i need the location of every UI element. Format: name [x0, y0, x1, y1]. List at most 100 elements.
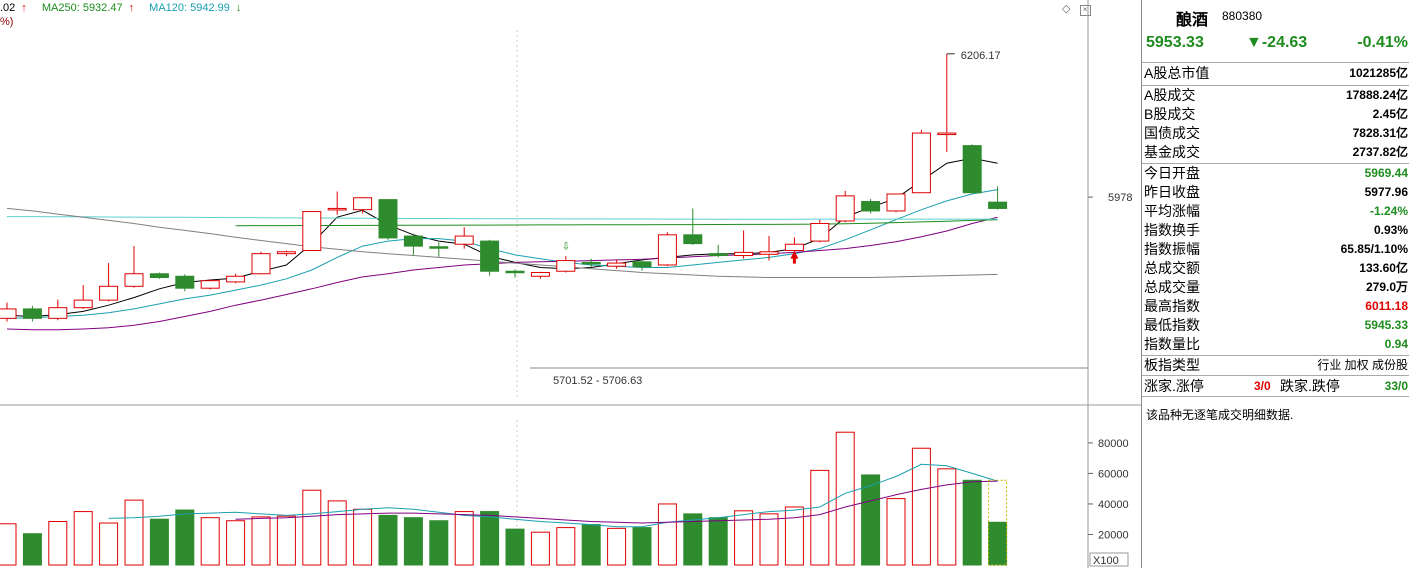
signal-marker-icon: ⇩ — [562, 241, 570, 252]
candle — [327, 207, 347, 211]
volume-bar — [73, 511, 93, 566]
candle — [657, 234, 677, 266]
down-label: 跌家.跌停 — [1280, 378, 1340, 394]
candle — [175, 275, 195, 289]
volume-bar — [454, 511, 474, 566]
volume-unit-box — [1089, 552, 1129, 567]
row-stat-2-value: -1.24% — [1369, 204, 1408, 218]
row-market-cap: A股总市值 1021285亿 — [1144, 64, 1408, 83]
candle — [73, 299, 93, 309]
volume-tick-label: 40000 — [1098, 499, 1129, 511]
candle — [835, 195, 855, 222]
volume-bar — [581, 524, 601, 566]
ma-legend: .02 ↑ MA250: 5932.47 ↑ MA120: 5942.99 ↓ — [0, 2, 253, 14]
diamond-icon[interactable]: ◇ — [1062, 3, 1071, 15]
volume-bar — [759, 513, 779, 566]
volume-bar — [937, 468, 957, 566]
row-stat-8-value: 5945.33 — [1364, 318, 1408, 332]
row-stat-0-label: 今日开盘 — [1144, 165, 1200, 181]
candle — [378, 199, 398, 239]
board-type-label: 板指类型 — [1144, 357, 1200, 373]
volume-bar — [708, 517, 728, 566]
panel-separator — [1142, 355, 1409, 356]
candle — [149, 273, 169, 279]
volume-bar — [632, 527, 652, 566]
candle — [632, 261, 652, 268]
row-turnover-2: 国债成交 7828.31亿 — [1144, 124, 1408, 143]
ma-line-ma120 — [7, 216, 998, 220]
candle — [937, 132, 957, 136]
candle — [734, 251, 754, 257]
volume-bar — [480, 511, 500, 566]
candle — [861, 201, 881, 212]
row-turnover-0-value: 17888.24亿 — [1345, 88, 1408, 102]
row-turnover-2-label: 国债成交 — [1144, 125, 1200, 141]
row-stat-5-label: 总成交额 — [1144, 260, 1200, 276]
volume-ma-line-0 — [108, 463, 998, 528]
volume-bar — [276, 515, 296, 566]
board-type-value[interactable]: 行业 加权 成份股 — [1317, 358, 1408, 372]
candle — [480, 240, 500, 272]
row-turnover-2-value: 7828.31亿 — [1352, 126, 1408, 140]
current-volume-outline — [988, 479, 1008, 566]
row-stat-8: 最低指数 5945.33 — [1144, 316, 1408, 335]
ma120-legend: MA120: 5942.99 ↓ — [149, 2, 242, 14]
panel-separator — [1142, 375, 1409, 376]
volume-bar — [886, 498, 906, 566]
volume-bar — [861, 474, 881, 566]
row-stat-1: 昨日收盘 5977.96 — [1144, 183, 1408, 202]
candle — [708, 253, 728, 257]
candle — [886, 193, 906, 212]
volume-bar — [149, 518, 169, 566]
down-value: 33/0 — [1384, 379, 1408, 393]
row-stat-5: 总成交额 133.60亿 — [1144, 259, 1408, 278]
candle — [48, 307, 68, 319]
candle — [683, 234, 703, 245]
candle — [353, 197, 373, 211]
panel-separator — [1142, 396, 1409, 397]
volume-bar — [810, 469, 830, 566]
volume-bar — [175, 509, 195, 566]
row-stat-7-label: 最高指数 — [1144, 298, 1200, 314]
row-turnover-0-label: A股成交 — [1144, 87, 1196, 103]
volume-tick-label: 60000 — [1098, 468, 1129, 480]
buy-signal-arrow-icon — [790, 250, 799, 264]
candle — [200, 280, 220, 289]
row-stat-4: 指数振幅 65.85/1.10% — [1144, 240, 1408, 259]
volume-bar — [657, 503, 677, 566]
row-turnover-3-value: 2737.82亿 — [1352, 145, 1408, 159]
candle — [556, 260, 576, 272]
row-stat-3: 指数换手 0.93% — [1144, 221, 1408, 240]
row-stat-9-label: 指数量比 — [1144, 336, 1200, 352]
volume-bar — [22, 533, 42, 566]
candle — [530, 271, 550, 277]
ma-line-mid — [6, 189, 998, 319]
candle — [22, 308, 42, 319]
close-icon[interactable]: × — [1079, 5, 1091, 16]
candle — [505, 270, 525, 274]
volume-bar — [99, 522, 119, 566]
kline-chart-area[interactable]: 5978 6206.17 5701.52 - 5706.63 ⇩ 20000 40000 6… — [0, 0, 1141, 568]
row-stat-3-label: 指数换手 — [1144, 222, 1200, 238]
high-annotation: 6206.17 — [961, 50, 1001, 62]
row-stat-1-label: 昨日收盘 — [1144, 184, 1200, 200]
row-turnover-1: B股成交 2.45亿 — [1144, 105, 1408, 124]
up-value: 3/0 — [1254, 379, 1271, 393]
candle — [226, 275, 246, 283]
candle — [581, 261, 601, 265]
ma250-legend: MA250: 5932.47 ↑ — [41, 2, 135, 14]
volume-bar — [607, 527, 627, 566]
volume-bar — [429, 520, 449, 566]
tick-data-note: 该品种无逐笔成交明细数据. — [1146, 408, 1294, 422]
volume-bar — [530, 531, 550, 566]
row-stat-6-label: 总成交量 — [1144, 279, 1200, 295]
panel-divider — [1141, 0, 1142, 568]
quote-panel: 酿酒 880380 5953.33 ▼-24.63 -0.41% A股总市值 10… — [1142, 0, 1409, 568]
panel-separator — [1142, 85, 1409, 86]
kline-chart-svg[interactable]: 5978 6206.17 5701.52 - 5706.63 ⇩ 20000 40000 6… — [0, 0, 1141, 568]
volume-bar — [200, 517, 220, 566]
row-turnover-3: 基金成交 2737.82亿 — [1144, 143, 1408, 162]
row-turnover-0: A股成交 17888.24亿 — [1144, 86, 1408, 105]
up-label: 涨家.涨停 — [1144, 378, 1204, 394]
ma-line-very-long — [6, 207, 998, 278]
